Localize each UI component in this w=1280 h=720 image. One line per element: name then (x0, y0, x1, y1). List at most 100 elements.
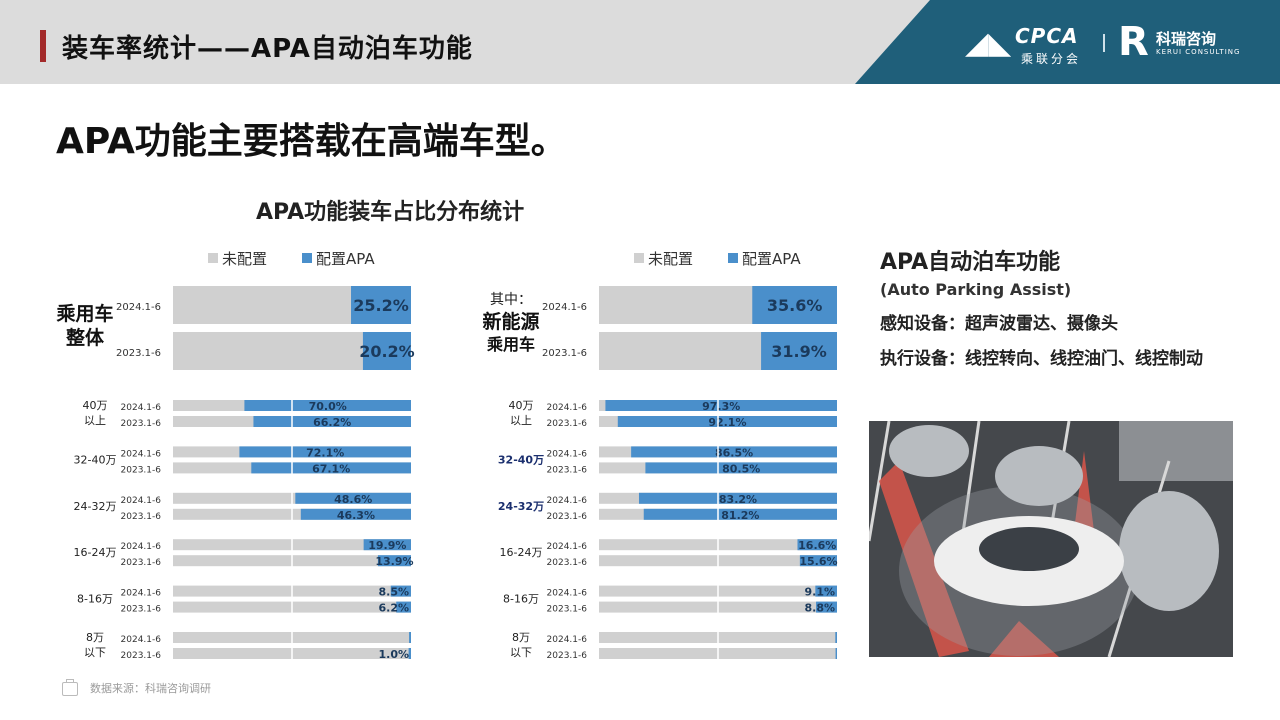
overall-label: 乘用车 (55, 302, 113, 325)
year-label: 2023.1-6 (547, 605, 588, 615)
data-label: 8.5% (378, 586, 409, 599)
year-label: 2024.1-6 (121, 449, 162, 459)
data-label: 80.5% (722, 462, 760, 475)
year-label: 2024.1-6 (121, 403, 162, 413)
year-label: 2024.1-6 (116, 302, 161, 313)
bar-configured (408, 648, 411, 659)
year-label: 2023.1-6 (547, 419, 588, 429)
data-label: 48.6% (334, 493, 372, 506)
data-label: 13.9% (375, 555, 413, 568)
kerui-english: KERUI CONSULTING (1156, 48, 1241, 56)
bar-configured (617, 416, 837, 427)
year-label: 2023.1-6 (121, 465, 162, 475)
cpca-logo: ◢◣ CPCA 乘联分会 (965, 22, 1095, 66)
data-label: 81.2% (721, 509, 759, 522)
page-title: 装车率统计——APA自动泊车功能 (62, 34, 473, 64)
bar-configured (761, 332, 837, 370)
bar-configured (363, 539, 411, 551)
bar-configured (377, 555, 411, 567)
info-actuation: 执行设备：线控转向、线控油门、线控制动 (880, 349, 1203, 369)
legend-label-configured: 配置APA (316, 250, 375, 268)
segment-label: 32-40万 (74, 453, 117, 466)
bar-configured (409, 632, 411, 643)
apa-info-panel: APA自动泊车功能 (Auto Parking Assist) 感知设备：超声波… (880, 244, 1260, 369)
bar-configured (396, 601, 411, 613)
year-label: 2023.1-6 (116, 348, 161, 359)
segment-label: 以下 (84, 646, 106, 659)
segment-label: 24-32万 (74, 500, 117, 513)
year-label: 2023.1-6 (121, 558, 162, 568)
year-label: 2024.1-6 (547, 449, 588, 459)
bar-configured (797, 539, 837, 551)
year-label: 2023.1-6 (121, 651, 162, 661)
data-label: 70.0% (309, 400, 347, 413)
data-label: 9.1% (804, 586, 835, 599)
overall-label: 乘用车 (486, 335, 535, 354)
segment-label: 8万 (512, 631, 530, 644)
bar-configured (390, 585, 411, 597)
bar-configured (351, 286, 411, 324)
overall-prefix: 其中： (490, 292, 532, 308)
data-label: 6.2% (378, 602, 409, 615)
data-label: 46.3% (337, 509, 375, 522)
parking-photo (869, 421, 1233, 657)
data-label: 67.1% (312, 462, 350, 475)
year-label: 2023.1-6 (547, 651, 588, 661)
segment-label: 32-40万 (498, 453, 544, 466)
year-label: 2024.1-6 (121, 635, 162, 645)
legend-label-unconfigured: 未配置 (648, 250, 693, 268)
legend-swatch-unconfigured (634, 253, 644, 263)
bar-configured (605, 400, 837, 411)
segment-label: 8万 (86, 631, 104, 644)
segment-label: 40万 (83, 399, 108, 412)
segment-label: 40万 (509, 399, 534, 412)
bar-configured (799, 555, 837, 567)
data-label: 16.6% (798, 539, 836, 552)
year-label: 2023.1-6 (542, 348, 587, 359)
year-label: 2024.1-6 (547, 635, 588, 645)
logo-separator (1103, 34, 1105, 52)
year-label: 2024.1-6 (547, 589, 588, 599)
bar-configured (643, 508, 837, 520)
data-label: 72.1% (306, 446, 344, 459)
segment-label: 16-24万 (500, 546, 543, 559)
header-logo-band (855, 0, 1280, 84)
year-label: 2024.1-6 (121, 496, 162, 506)
data-label: 19.9% (368, 539, 406, 552)
kerui-name: 科瑞咨询 (1156, 30, 1217, 48)
info-subtitle: (Auto Parking Assist) (880, 280, 1072, 299)
bar-configured (251, 462, 411, 474)
legend-swatch-configured (728, 253, 738, 263)
data-label: 35.6% (767, 296, 823, 315)
data-source-text: 数据来源：科瑞咨询调研 (90, 682, 211, 695)
year-label: 2023.1-6 (547, 465, 588, 475)
year-label: 2023.1-6 (121, 419, 162, 429)
info-title: APA自动泊车功能 (880, 250, 1061, 275)
bar-configured (816, 601, 837, 613)
year-label: 2024.1-6 (547, 496, 588, 506)
data-label: 31.9% (771, 342, 827, 361)
bar-configured (835, 632, 837, 643)
bar-configured (631, 446, 837, 458)
header: 装车率统计——APA自动泊车功能 ◢◣ CPCA 乘联分会 R 科瑞咨询 KER… (0, 0, 1280, 84)
year-label: 2023.1-6 (121, 605, 162, 615)
headline: APA功能主要搭载在高端车型。 (56, 121, 567, 162)
data-label: 1.0% (378, 648, 409, 661)
calendar-icon (62, 679, 78, 696)
year-label: 2023.1-6 (121, 512, 162, 522)
bar-configured (815, 585, 837, 597)
data-label: 25.2% (353, 296, 409, 315)
kerui-logo: R 科瑞咨询 KERUI CONSULTING (1118, 20, 1258, 66)
chart-nev-passenger: 未配置 配置APA 35.6% 2024.1-6 31.9% 2023.1-6 其中： 新能源… (482, 250, 837, 661)
segment-label: 以上 (510, 414, 532, 427)
title-accent-bar (40, 30, 46, 62)
overall-label: 整体 (66, 326, 105, 349)
bar-configured (638, 492, 837, 504)
chart-title: APA功能装车占比分布统计 (256, 200, 525, 225)
bar-configured (362, 332, 411, 370)
cpca-wordmark: CPCA (1015, 24, 1079, 48)
legend-label-unconfigured: 未配置 (222, 250, 267, 268)
legend-swatch-configured (302, 253, 312, 263)
data-label: 20.2% (359, 342, 415, 361)
data-source: 数据来源：科瑞咨询调研 (62, 679, 211, 696)
